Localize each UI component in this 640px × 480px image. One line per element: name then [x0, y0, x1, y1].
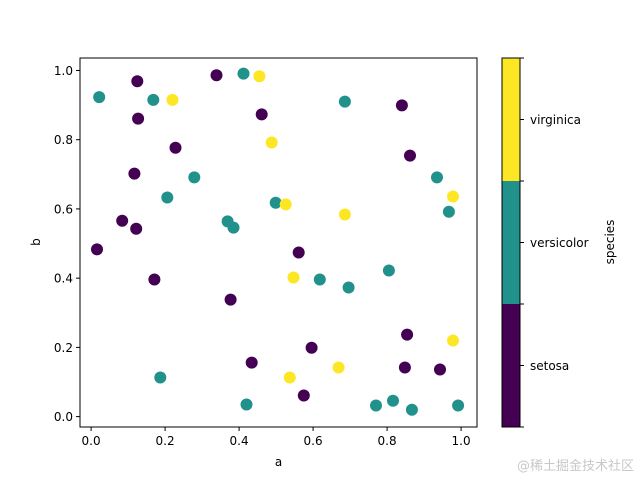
colorbar-ticks: setosa versicolor virginica [520, 57, 589, 428]
data-point-setosa [401, 328, 414, 341]
data-point-virginica [166, 93, 179, 106]
data-point-versicolor [188, 171, 201, 184]
data-point-versicolor [342, 281, 355, 294]
data-point-setosa [297, 389, 310, 402]
data-point-setosa [395, 99, 408, 112]
x-tick-label: 0.8 [378, 434, 397, 448]
data-point-setosa [131, 75, 144, 88]
data-points [91, 67, 465, 416]
data-point-setosa [91, 243, 103, 256]
data-point-versicolor [93, 91, 106, 104]
x-tick-label: 0.6 [304, 434, 323, 448]
data-point-versicolor [431, 171, 443, 184]
x-axis-label: a [275, 455, 282, 469]
data-point-virginica [338, 208, 351, 221]
x-tick-label: 1.0 [452, 434, 471, 448]
data-point-setosa [434, 363, 446, 376]
data-point-virginica [332, 361, 345, 374]
y-axis-ticks: 0.0 0.2 0.4 0.6 0.8 1.0 [54, 64, 80, 424]
colorbar-tick-label-versicolor: versicolor [530, 236, 589, 250]
data-point-setosa [292, 246, 305, 259]
data-point-setosa [398, 361, 411, 374]
y-axis-label: b [29, 238, 43, 246]
data-point-versicolor [382, 264, 395, 277]
data-point-setosa [245, 356, 258, 369]
colorbar-tick-label-setosa: setosa [530, 359, 569, 373]
axes-frame [79, 57, 478, 428]
data-point-virginica [283, 371, 296, 384]
colorbar-segment-versicolor [502, 181, 520, 304]
y-tick-label: 0.4 [54, 272, 73, 286]
data-point-versicolor [147, 93, 160, 106]
data-point-versicolor [227, 221, 240, 234]
data-point-setosa [255, 108, 268, 121]
data-point-versicolor [240, 398, 253, 411]
data-point-setosa [305, 341, 318, 354]
data-point-virginica [253, 70, 266, 83]
y-tick-label: 0.0 [54, 410, 73, 424]
data-point-virginica [287, 271, 300, 284]
y-tick-label: 1.0 [54, 64, 73, 78]
data-point-versicolor [370, 399, 382, 412]
x-tick-label: 0.2 [156, 434, 175, 448]
data-point-virginica [279, 198, 292, 211]
data-point-versicolor [338, 95, 351, 108]
data-point-versicolor [237, 67, 250, 80]
data-point-versicolor [452, 399, 465, 412]
y-tick-label: 0.8 [54, 133, 73, 147]
data-point-versicolor [161, 191, 174, 204]
data-point-setosa [116, 214, 129, 227]
data-point-versicolor [313, 273, 326, 286]
watermark: @稀土掘金技术社区 [516, 459, 634, 474]
plot-area: 0.0 0.2 0.4 0.6 0.8 1.0 0.00.20.40.60.81.0 a … [29, 57, 478, 469]
data-point-virginica [265, 136, 278, 149]
data-point-setosa [404, 149, 416, 162]
data-point-versicolor [269, 196, 282, 209]
data-point-setosa [128, 167, 141, 180]
colorbar: setosa versicolor virginica species [501, 57, 617, 428]
data-point-setosa [132, 112, 145, 125]
data-point-versicolor [154, 371, 167, 384]
x-tick-label: 0.4 [230, 434, 249, 448]
data-point-setosa [224, 293, 237, 306]
x-tick-label: 0.0 [82, 434, 101, 448]
colorbar-segment-virginica [502, 58, 520, 181]
axes-background [80, 58, 477, 427]
colorbar-segments [502, 58, 520, 427]
data-point-versicolor [442, 205, 455, 218]
colorbar-label: species [603, 220, 617, 265]
data-point-versicolor [387, 394, 399, 407]
colorbar-tick-label-virginica: virginica [530, 113, 581, 127]
data-point-virginica [447, 190, 459, 203]
data-point-setosa [210, 69, 223, 82]
data-point-setosa [148, 273, 161, 286]
y-tick-label: 0.6 [54, 202, 73, 216]
data-point-versicolor [405, 403, 418, 416]
x-axis-ticks: 0.0 0.2 0.4 0.6 0.8 1.0 [82, 427, 471, 448]
data-point-setosa [169, 141, 182, 154]
data-point-virginica [447, 334, 459, 347]
data-point-setosa [130, 222, 143, 235]
y-tick-label: 0.2 [54, 341, 73, 355]
colorbar-segment-setosa [502, 304, 520, 427]
